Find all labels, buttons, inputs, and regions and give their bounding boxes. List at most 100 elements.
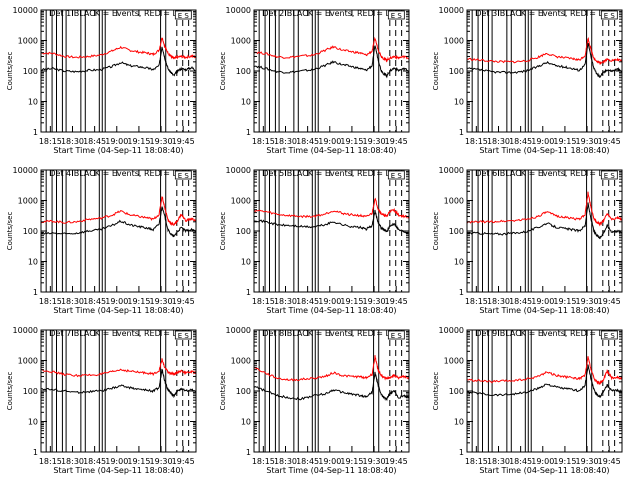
x-tick-label: 19:30	[363, 457, 386, 466]
x-tick-label: 18:45	[296, 297, 319, 306]
x-tick-label: 19:00	[531, 457, 554, 466]
x-tick-label: 19:00	[105, 297, 128, 306]
x-tick-label: 18:15	[465, 297, 488, 306]
panel-det-3: 1 10 100 1000 10000 18:15 18:30 18:45 19:00 19:15…	[432, 6, 623, 155]
y-axis-title: Counts/sec	[432, 52, 440, 91]
x-tick-label: 19:15	[553, 297, 576, 306]
y-tick-label: 100	[23, 67, 38, 76]
series-lld-line	[41, 358, 196, 378]
x-tick-label: 19:15	[127, 137, 150, 146]
x-tick-label: 19:45	[172, 457, 195, 466]
x-tick-label: 18:45	[509, 137, 532, 146]
y-tick-label: 10	[28, 98, 38, 107]
panel-det-8: 1 10 100 1000 10000 18:15 18:30 18:45 19:00 19:15…	[219, 326, 410, 475]
x-tick-label: 19:30	[150, 297, 173, 306]
y-tick-label: 100	[236, 67, 251, 76]
y-tick-label: 1000	[18, 197, 38, 206]
annotation-label: E S	[604, 12, 616, 20]
y-tick-label: 10000	[13, 326, 38, 335]
x-tick-label: 18:45	[83, 297, 106, 306]
y-tick-label: 1000	[231, 37, 251, 46]
x-tick-label: 19:30	[150, 137, 173, 146]
x-tick-label: 19:15	[340, 457, 363, 466]
x-tick-label: 19:45	[598, 457, 621, 466]
x-axis-title: Start Time (04-Sep-11 18:08:40)	[266, 466, 396, 475]
x-tick-label: 18:45	[296, 137, 319, 146]
x-tick-label: 19:00	[105, 137, 128, 146]
y-tick-label: 1	[459, 448, 464, 457]
series-lld-line	[467, 356, 622, 386]
y-axis-title: Counts/sec	[6, 372, 14, 411]
y-tick-label: 100	[449, 67, 464, 76]
y-tick-label: 100	[23, 227, 38, 236]
x-tick-label: 18:15	[39, 137, 62, 146]
x-tick-label: 18:15	[465, 457, 488, 466]
annotation-label: E S	[391, 172, 403, 180]
annotation-label: E S	[391, 332, 403, 340]
x-tick-label: 18:15	[465, 137, 488, 146]
x-tick-label: 19:45	[598, 297, 621, 306]
x-tick-label: 19:45	[598, 137, 621, 146]
x-tick-label: 19:00	[318, 457, 341, 466]
series-events-line	[467, 202, 622, 240]
y-tick-label: 1	[33, 448, 38, 457]
x-tick-label: 19:00	[531, 297, 554, 306]
x-tick-label: 19:30	[576, 457, 599, 466]
y-tick-label: 10000	[13, 166, 38, 175]
series-events-line	[467, 43, 622, 78]
panel-det-7: 1 10 100 1000 10000 18:15 18:30 18:45 19:00 19:15…	[6, 326, 197, 475]
annotation-box	[387, 10, 405, 20]
y-tick-label: 10	[241, 98, 251, 107]
panel-det-6: 1 10 100 1000 10000 18:15 18:30 18:45 19:00 19:15…	[432, 166, 623, 315]
series-lld-line	[254, 355, 409, 382]
annotation-label: E S	[604, 332, 616, 340]
series-lld-line	[254, 36, 409, 63]
x-tick-label: 18:30	[61, 297, 84, 306]
plot-frame	[40, 169, 197, 293]
x-tick-label: 18:30	[487, 137, 510, 146]
annotation-label: E S	[178, 12, 190, 20]
series-lld-line	[41, 195, 196, 227]
x-tick-label: 19:30	[150, 457, 173, 466]
panel-title: Det 6 BLACK = Events, RED = LLD	[475, 169, 613, 178]
x-tick-label: 19:15	[127, 457, 150, 466]
y-tick-label: 10000	[226, 6, 251, 15]
x-tick-label: 19:30	[576, 297, 599, 306]
y-tick-label: 100	[23, 387, 38, 396]
x-tick-label: 18:45	[509, 457, 532, 466]
y-tick-label: 1	[246, 448, 251, 457]
panel-title: Det 8 BLACK = Events, RED = LLD	[262, 329, 400, 338]
annotation-box	[174, 170, 192, 180]
panel-title: Det 9 BLACK = Events, RED = LLD	[475, 329, 613, 338]
x-tick-label: 19:00	[531, 137, 554, 146]
series-lld-line	[467, 36, 622, 66]
x-axis-title: Start Time (04-Sep-11 18:08:40)	[266, 306, 396, 315]
x-tick-label: 19:45	[385, 297, 408, 306]
x-axis-title: Start Time (04-Sep-11 18:08:40)	[53, 146, 183, 155]
annotation-label: E S	[391, 12, 403, 20]
y-tick-label: 1	[246, 128, 251, 137]
series-events-line	[254, 371, 409, 402]
series-events-line	[254, 45, 409, 79]
y-tick-label: 1000	[444, 357, 464, 366]
y-axis-title: Counts/sec	[219, 372, 227, 411]
panel-title: Det 4 BLACK = Events, RED = LLD	[49, 169, 187, 178]
y-tick-label: 100	[449, 227, 464, 236]
x-tick-label: 18:15	[39, 297, 62, 306]
y-axis-title: Counts/sec	[6, 212, 14, 251]
plot-frame	[40, 9, 197, 133]
y-axis-title: Counts/sec	[219, 52, 227, 91]
x-tick-label: 19:15	[340, 297, 363, 306]
x-tick-label: 19:45	[385, 457, 408, 466]
x-tick-label: 18:30	[61, 457, 84, 466]
x-tick-label: 18:30	[274, 297, 297, 306]
panel-title: Det 3 BLACK = Events, RED = LLD	[475, 9, 613, 18]
series-events-line	[41, 205, 196, 238]
y-tick-label: 1	[459, 288, 464, 297]
y-tick-label: 100	[236, 387, 251, 396]
x-tick-label: 18:30	[487, 297, 510, 306]
annotation-box	[600, 10, 618, 20]
x-axis-title: Start Time (04-Sep-11 18:08:40)	[53, 306, 183, 315]
x-tick-label: 18:15	[252, 297, 275, 306]
plot-frame	[466, 329, 623, 453]
